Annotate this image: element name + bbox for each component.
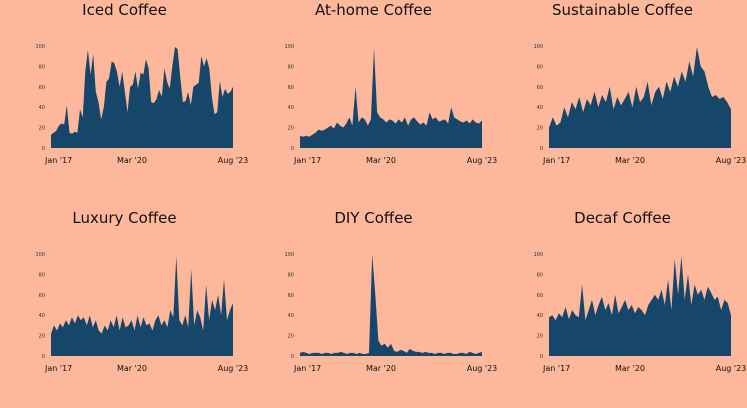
- area-series: [549, 47, 731, 148]
- x-tick-label: Mar '20: [117, 156, 147, 165]
- x-tick-label: Aug '23: [218, 364, 249, 373]
- x-tick-label: Jan '17: [44, 156, 72, 165]
- x-tick-label: Mar '20: [366, 156, 396, 165]
- y-tick-label: 40: [39, 105, 45, 111]
- y-tick-label: 40: [537, 105, 543, 111]
- y-tick-label: 80: [39, 272, 45, 278]
- y-tick-label: 0: [291, 354, 294, 360]
- x-tick-label: Aug '23: [716, 156, 747, 165]
- x-tick-label: Aug '23: [467, 364, 498, 373]
- chart-title: DIY Coffee: [334, 209, 413, 227]
- chart-title: Sustainable Coffee: [552, 1, 693, 19]
- y-tick-label: 100: [35, 44, 45, 50]
- area-chart: 0 20 40 60 80 100 Jan '17 Mar '20 Aug '23: [533, 44, 747, 165]
- x-tick-label: Aug '23: [467, 156, 498, 165]
- x-tick-label: Aug '23: [716, 364, 747, 373]
- y-tick-label: 60: [537, 293, 543, 299]
- y-tick-label: 40: [288, 105, 294, 111]
- y-tick-label: 80: [288, 64, 294, 70]
- y-tick-label: 60: [537, 85, 543, 91]
- y-tick-label: 20: [288, 334, 294, 340]
- x-tick-label: Jan '17: [542, 364, 570, 373]
- y-tick-label: 0: [540, 146, 543, 152]
- area-series: [51, 47, 233, 148]
- y-tick-label: 100: [284, 252, 294, 258]
- x-tick-label: Mar '20: [117, 364, 147, 373]
- chart-panel: DIY Coffee 0 20 40 60 80 100 Jan '17 Mar '20 Aug …: [249, 208, 498, 408]
- x-tick-label: Mar '20: [366, 364, 396, 373]
- y-tick-label: 0: [540, 354, 543, 360]
- x-tick-label: Aug '23: [218, 156, 249, 165]
- y-tick-label: 80: [537, 272, 543, 278]
- chart-title: Luxury Coffee: [72, 209, 177, 227]
- y-tick-label: 80: [288, 272, 294, 278]
- area-series: [300, 48, 482, 148]
- y-tick-label: 100: [35, 252, 45, 258]
- y-tick-label: 100: [284, 44, 294, 50]
- y-tick-label: 60: [288, 85, 294, 91]
- x-tick-label: Jan '17: [542, 156, 570, 165]
- y-tick-label: 100: [533, 252, 543, 258]
- y-tick-label: 40: [39, 313, 45, 319]
- y-tick-label: 60: [288, 293, 294, 299]
- x-tick-label: Jan '17: [293, 364, 321, 373]
- y-tick-label: 20: [288, 126, 294, 132]
- x-tick-label: Mar '20: [615, 156, 645, 165]
- chart-panel: Luxury Coffee 0 20 40 60 80 100 Jan '17 Mar '20 A…: [0, 208, 249, 408]
- area-chart: 0 20 40 60 80 100 Jan '17 Mar '20 Aug '23: [284, 44, 498, 165]
- area-series: [549, 256, 731, 356]
- area-chart: 0 20 40 60 80 100 Jan '17 Mar '20 Aug '23: [284, 252, 498, 373]
- chart-panel: Iced Coffee 0 20 40 60 80 100 Jan '17 Mar '20 Aug…: [0, 0, 249, 200]
- area-chart: 0 20 40 60 80 100 Jan '17 Mar '20 Aug '23: [533, 252, 747, 373]
- y-tick-label: 20: [39, 126, 45, 132]
- chart-title: Decaf Coffee: [574, 209, 671, 227]
- area-series: [300, 254, 482, 356]
- y-tick-label: 0: [291, 146, 294, 152]
- area-chart: 0 20 40 60 80 100 Jan '17 Mar '20 Aug '23: [35, 252, 249, 373]
- y-tick-label: 20: [537, 334, 543, 340]
- area-series: [51, 256, 233, 356]
- y-tick-label: 60: [39, 85, 45, 91]
- y-tick-label: 20: [537, 126, 543, 132]
- y-tick-label: 100: [533, 44, 543, 50]
- chart-panel: Decaf Coffee 0 20 40 60 80 100 Jan '17 Mar '20 Au…: [498, 208, 747, 408]
- y-tick-label: 60: [39, 293, 45, 299]
- y-tick-label: 0: [42, 354, 45, 360]
- chart-panel: Sustainable Coffee 0 20 40 60 80 100 Jan '17 Mar…: [498, 0, 747, 200]
- x-tick-label: Jan '17: [293, 156, 321, 165]
- y-tick-label: 40: [537, 313, 543, 319]
- chart-title: Iced Coffee: [82, 1, 167, 19]
- chart-panel: At-home Coffee 0 20 40 60 80 100 Jan '17 Mar '20…: [249, 0, 498, 200]
- y-tick-label: 80: [39, 64, 45, 70]
- area-chart: 0 20 40 60 80 100 Jan '17 Mar '20 Aug '23: [35, 44, 249, 165]
- x-tick-label: Mar '20: [615, 364, 645, 373]
- y-tick-label: 40: [288, 313, 294, 319]
- y-tick-label: 80: [537, 64, 543, 70]
- y-tick-label: 0: [42, 146, 45, 152]
- chart-title: At-home Coffee: [314, 1, 433, 19]
- y-tick-label: 20: [39, 334, 45, 340]
- x-tick-label: Jan '17: [44, 364, 72, 373]
